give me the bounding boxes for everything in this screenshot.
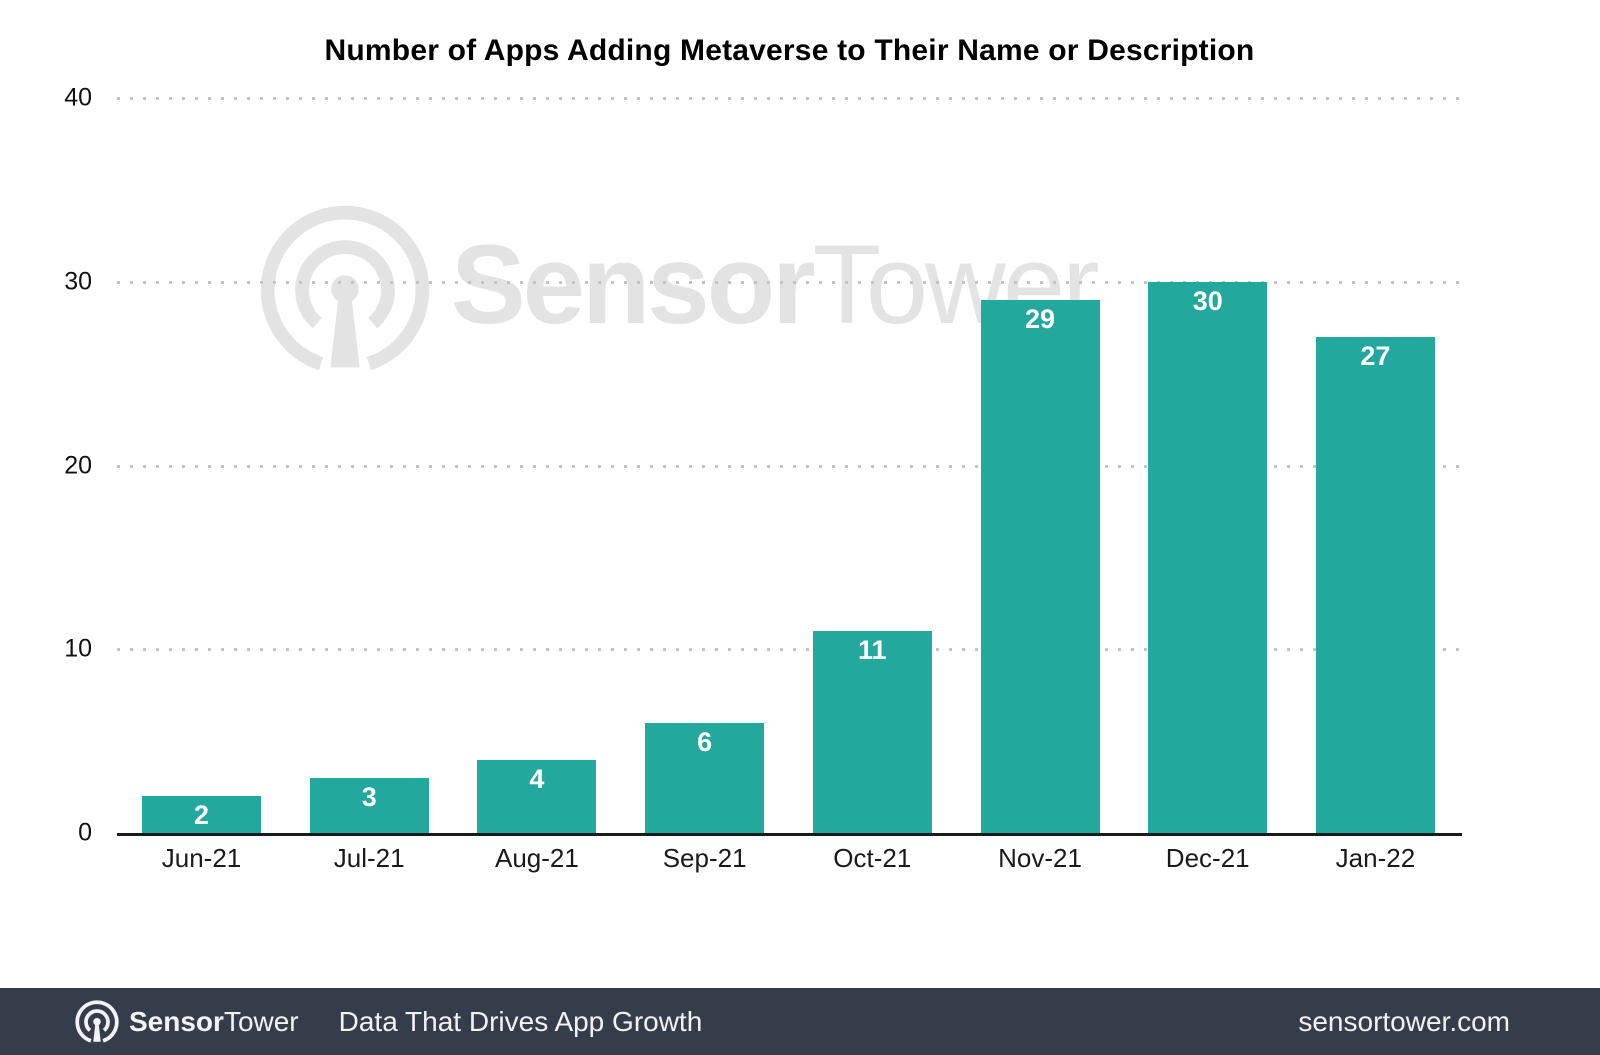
bar-value-label-Oct-21: 11 [858, 634, 887, 665]
footer-tagline: Data That Drives App Growth [338, 1005, 703, 1037]
y-tick-label-0: 0 [78, 818, 92, 847]
footer-brand-light: Tower [223, 1005, 299, 1037]
gridline-y-20 [117, 464, 1462, 468]
y-tick-label-30: 30 [64, 267, 92, 296]
bar-Jan-22: 27 [1315, 336, 1435, 833]
bar-Jul-21: 3 [309, 777, 429, 833]
x-tick-label-Dec-21: Dec-21 [1165, 843, 1250, 873]
bar-value-label-Sep-21: 6 [697, 726, 713, 757]
gridline-y-40 [117, 97, 1462, 100]
x-tick-label-Jul-21: Jul-21 [333, 843, 405, 873]
bar-Dec-21: 30 [1148, 281, 1268, 833]
gridline-y-30 [117, 280, 1462, 284]
footer-brand: SensorTower [129, 1006, 299, 1038]
x-tick-label-Oct-21: Oct-21 [833, 843, 912, 873]
bar-Sep-21: 6 [645, 722, 765, 833]
footer-website: sensortower.com [1298, 1005, 1510, 1037]
bar-value-label-Jun-21: 2 [193, 800, 210, 831]
x-tick-label-Sep-21: Sep-21 [662, 843, 747, 873]
plot-area: SensorTower 2 3 4 6 11 29 30 27 0 10 20 30 40 [64, 84, 1462, 847]
x-axis-labels: Jun-21 Jul-21 Aug-21 Sep-21 Oct-21 Nov-21 Dec-… [117, 843, 1462, 874]
gridline-y-10 [117, 648, 1462, 652]
bar-value-label-Aug-21: 4 [529, 763, 545, 794]
chart-title: Number of Apps Adding Metaverse to Their… [324, 34, 1255, 67]
y-tick-label-10: 10 [64, 634, 92, 663]
x-tick-label-Nov-21: Nov-21 [998, 843, 1082, 873]
bar-Oct-21: 11 [812, 630, 932, 833]
x-tick-label-Jan-22: Jan-22 [1335, 843, 1416, 873]
x-tick-label-Jun-21: Jun-21 [161, 843, 242, 873]
y-tick-label-20: 20 [64, 451, 92, 479]
bar-value-label-Dec-21: 30 [1192, 285, 1223, 316]
y-tick-label-40: 40 [64, 83, 92, 112]
footer-sensortower-logo-icon [75, 999, 119, 1043]
x-tick-label-Aug-21: Aug-21 [494, 843, 579, 873]
bar-value-label-Jul-21: 3 [361, 781, 377, 812]
bar-Jun-21: 2 [142, 796, 261, 833]
bars-row: 2 3 4 6 11 29 30 27 [117, 98, 1462, 833]
bar-Aug-21: 4 [477, 759, 597, 833]
bar-Nov-21: 29 [980, 300, 1100, 833]
footer-bar: SensorTower Data That Drives App Growth … [0, 988, 1600, 1055]
bar-value-label-Nov-21: 29 [1024, 304, 1056, 335]
bar-value-label-Jan-22: 27 [1360, 340, 1391, 371]
footer-brand-bold: Sensor [129, 1005, 224, 1037]
